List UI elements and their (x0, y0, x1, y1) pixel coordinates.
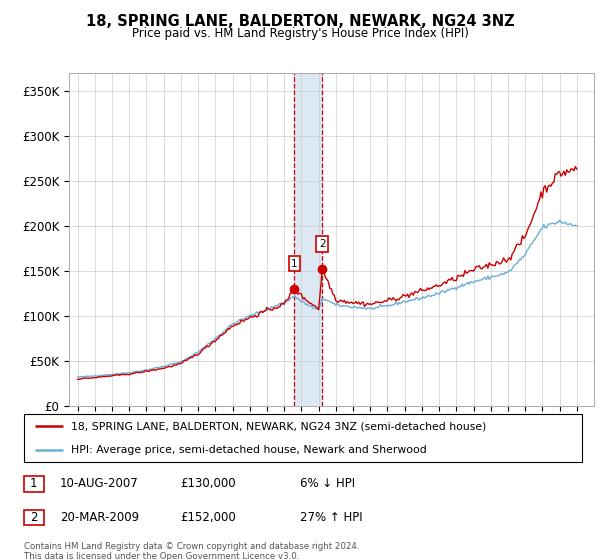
Text: 2: 2 (30, 511, 38, 524)
Text: 1: 1 (30, 477, 38, 491)
Text: 10-AUG-2007: 10-AUG-2007 (60, 477, 139, 491)
Text: Price paid vs. HM Land Registry's House Price Index (HPI): Price paid vs. HM Land Registry's House … (131, 27, 469, 40)
Text: 6% ↓ HPI: 6% ↓ HPI (300, 477, 355, 491)
Text: £130,000: £130,000 (180, 477, 236, 491)
Text: 2: 2 (319, 239, 326, 249)
Text: £152,000: £152,000 (180, 511, 236, 524)
Text: 20-MAR-2009: 20-MAR-2009 (60, 511, 139, 524)
Text: 18, SPRING LANE, BALDERTON, NEWARK, NG24 3NZ (semi-detached house): 18, SPRING LANE, BALDERTON, NEWARK, NG24… (71, 421, 487, 431)
Text: 27% ↑ HPI: 27% ↑ HPI (300, 511, 362, 524)
Bar (295, 73, 322, 406)
Text: HPI: Average price, semi-detached house, Newark and Sherwood: HPI: Average price, semi-detached house,… (71, 445, 427, 455)
Text: Contains HM Land Registry data © Crown copyright and database right 2024.
This d: Contains HM Land Registry data © Crown c… (24, 542, 359, 560)
Text: 18, SPRING LANE, BALDERTON, NEWARK, NG24 3NZ: 18, SPRING LANE, BALDERTON, NEWARK, NG24… (86, 14, 514, 29)
FancyBboxPatch shape (24, 414, 582, 462)
Text: 1: 1 (291, 259, 298, 269)
